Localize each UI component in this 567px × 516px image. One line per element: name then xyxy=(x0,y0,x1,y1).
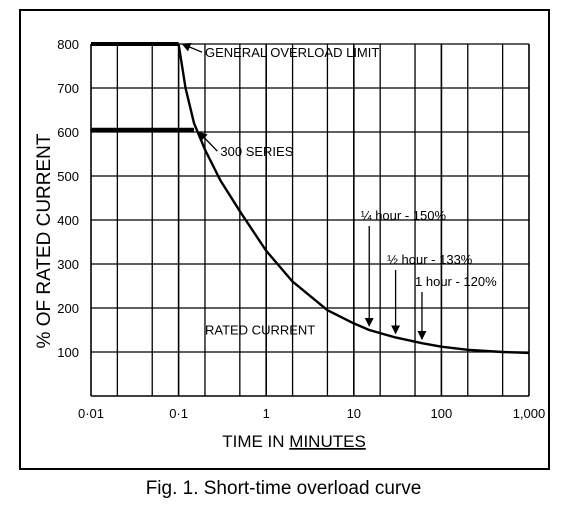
annotation-label: 1 hour - 120% xyxy=(415,274,497,289)
annotation-label: 300 SERIES xyxy=(220,144,293,159)
annotation-arrow xyxy=(181,42,203,53)
grid-lines xyxy=(90,43,530,397)
figure-caption: Fig. 1. Short-time overload curve xyxy=(145,478,422,499)
annotation-label: ¼ hour - 150% xyxy=(361,208,447,223)
annotation-label: RATED CURRENT xyxy=(205,322,315,337)
x-tick-label: 100 xyxy=(431,406,453,421)
y-tick-label: 200 xyxy=(57,301,79,316)
y-axis-label: % OF RATED CURRENT xyxy=(34,133,55,348)
y-tick-label: 800 xyxy=(57,37,79,52)
x-tick-label: 10 xyxy=(347,406,361,421)
series-layer xyxy=(91,42,530,355)
y-tick-label: 700 xyxy=(57,81,79,96)
x-tick-label: 1,000 xyxy=(513,406,546,421)
x-tick-label: 0·01 xyxy=(78,406,104,421)
x-tick-label: 1 xyxy=(263,406,270,421)
tick-labels: 100 200 300 400 500 600 700 800 0·01 0·1 1 10 100 1,0… xyxy=(57,37,545,421)
y-tick-label: 600 xyxy=(57,125,79,140)
y-tick-label: 300 xyxy=(57,257,79,272)
annotation-label: ½ hour - 133% xyxy=(387,252,473,267)
x-axis-label: TIME IN MINUTES xyxy=(222,432,366,451)
x-tick-label: 0·1 xyxy=(169,406,188,421)
y-tick-label: 400 xyxy=(57,213,79,228)
x-axis-label-text: TIME IN xyxy=(222,432,289,451)
annotation-label: GENERAL OVERLOAD LIMIT xyxy=(205,45,379,60)
annotations: GENERAL OVERLOAD LIMIT 300 SERIES ¼ hour -… xyxy=(181,42,497,341)
x-axis-label-underlined: MINUTES xyxy=(289,432,366,451)
figure-frame xyxy=(19,9,550,470)
annotation-arrow xyxy=(198,131,218,152)
y-tick-label: 100 xyxy=(57,345,79,360)
y-tick-label: 500 xyxy=(57,169,79,184)
